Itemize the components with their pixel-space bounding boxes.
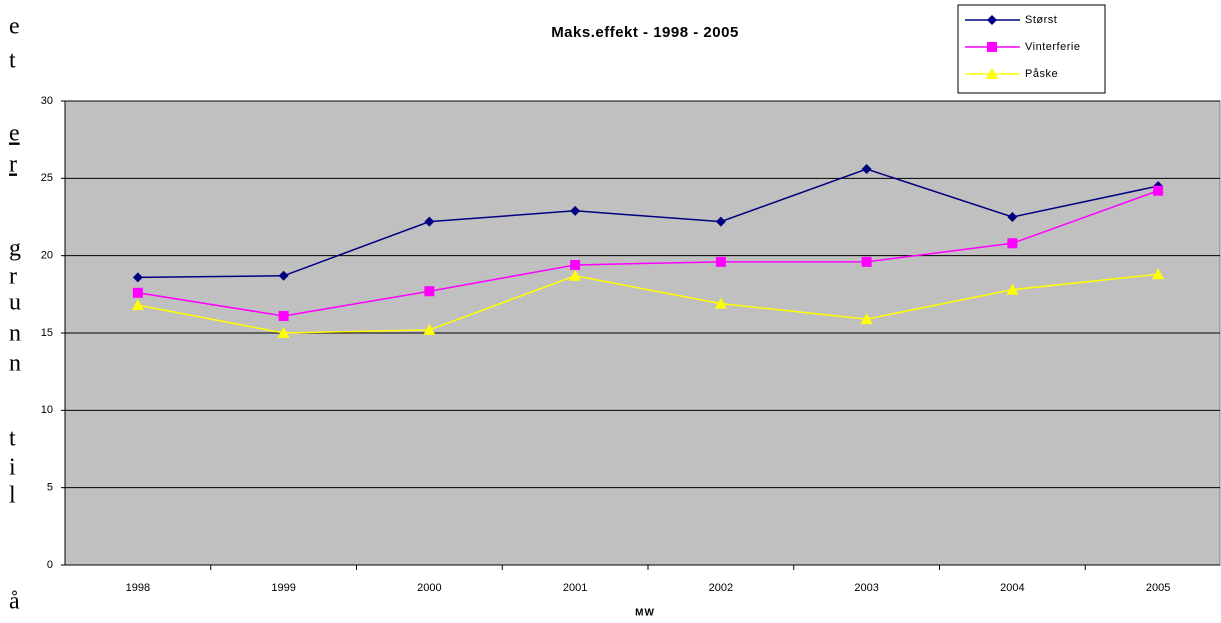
side-letter: t	[9, 426, 16, 452]
point	[1007, 238, 1018, 249]
point	[278, 310, 289, 321]
x-tick-label: 2003	[854, 582, 878, 594]
point	[1007, 212, 1018, 222]
x-tick-label: 2000	[417, 582, 441, 594]
y-tick-label: 15	[41, 327, 53, 339]
legend-marker	[987, 42, 997, 52]
x-tick-label: 1999	[271, 582, 295, 594]
side-letter: r	[9, 152, 17, 178]
series-line	[137, 168, 1159, 279]
chart-title: Maks.effekt - 1998 - 2005	[551, 24, 739, 41]
legend-marker	[986, 68, 998, 79]
side-letter: e	[9, 121, 20, 147]
point	[132, 287, 143, 298]
side-letter: å	[9, 589, 20, 615]
side-letter: n	[9, 351, 21, 377]
point	[277, 327, 290, 338]
series-line	[137, 190, 1159, 317]
side-letter: e	[9, 14, 20, 40]
legend-label: Påske	[1025, 68, 1058, 80]
point	[715, 216, 726, 227]
point	[569, 269, 582, 281]
side-letter: t	[9, 48, 16, 74]
point	[1006, 283, 1019, 295]
y-tick-label: 10	[41, 404, 53, 416]
series-line	[137, 273, 1159, 334]
point	[570, 259, 581, 270]
y-tick-label: 25	[41, 172, 53, 184]
point	[1153, 185, 1164, 196]
x-tick-label: 1998	[126, 582, 150, 594]
point	[131, 299, 144, 311]
side-letter: i	[9, 455, 16, 481]
point	[715, 256, 726, 267]
legend: Størst Vinterferie Påske	[957, 4, 1106, 94]
point	[132, 272, 143, 283]
point	[861, 164, 872, 175]
side-letter: u	[9, 290, 21, 316]
y-tick-label: 5	[47, 482, 53, 494]
point	[714, 297, 727, 309]
side-letter: l	[9, 483, 16, 509]
point	[424, 216, 435, 227]
x-tick-label: 2004	[1000, 582, 1024, 594]
side-letter: g	[9, 236, 21, 262]
y-tick-label: 20	[41, 250, 53, 262]
side-letter: r	[9, 264, 17, 290]
side-letter: n	[9, 321, 21, 347]
x-tick-label: 2005	[1146, 582, 1170, 594]
legend-marker	[987, 15, 997, 25]
x-axis-title: MW	[635, 608, 655, 619]
y-tick-label: 30	[41, 95, 53, 107]
point	[424, 286, 435, 297]
point	[278, 270, 289, 281]
x-tick-label: 2001	[563, 582, 587, 594]
point	[861, 256, 872, 267]
x-tick-label: 2002	[709, 582, 733, 594]
point	[1152, 268, 1165, 280]
point	[570, 205, 581, 216]
y-tick-label: 0	[47, 559, 53, 571]
legend-label: Vinterferie	[1025, 41, 1080, 53]
point	[860, 313, 873, 325]
legend-label: Størst	[1025, 14, 1057, 26]
point	[423, 323, 436, 335]
